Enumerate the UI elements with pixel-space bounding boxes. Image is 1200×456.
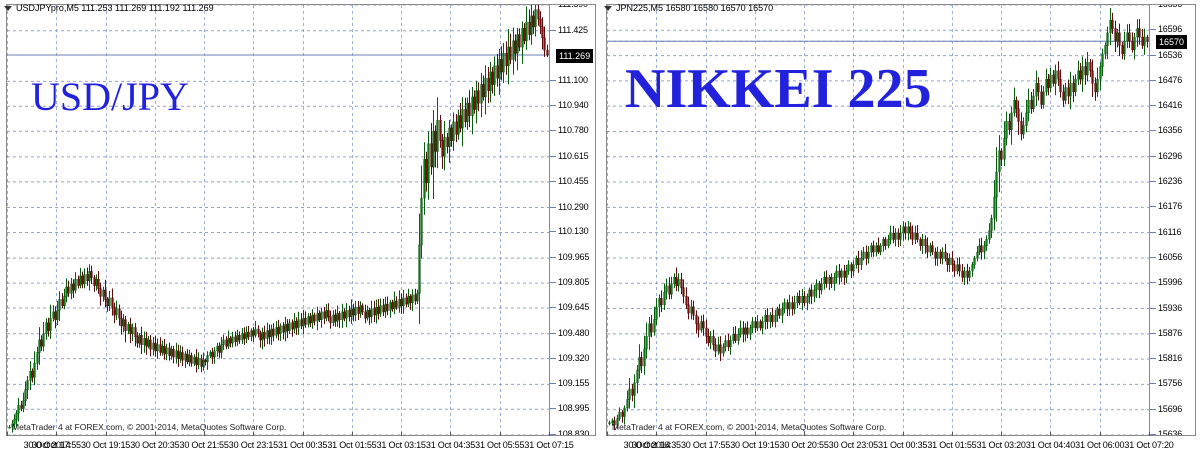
chart-header-label: USDJPYpro,M5 111.253 111.269 111.192 111… (16, 3, 214, 13)
time-tick (56, 432, 58, 436)
chart-frame-jpn225: 16656 16596 16570 16536 16476 16416 16356 16296… (606, 4, 1196, 436)
time-tick (351, 432, 353, 436)
time-tick-label: 30 Oct 17:55 (680, 440, 731, 450)
price-axis-usdjpy[interactable]: 111.590 111.425 111.269 111.100 110.940 110.7… (549, 5, 595, 435)
time-tick-label: 31 Oct 05:55 (475, 440, 525, 450)
time-tick-label: 31 Oct 03:20 (976, 440, 1026, 450)
time-tick (853, 432, 855, 436)
chart-plot-area-usdjpy[interactable] (7, 5, 549, 435)
time-tick-label: 31 Oct 07:20 (1124, 440, 1174, 450)
time-tick (204, 432, 206, 436)
time-tick-label: 31 Oct 01:55 (927, 440, 977, 450)
time-tick-label: 31 Oct 04:40 (1025, 440, 1076, 450)
time-tick-label: 30 Oct 23:15 (228, 440, 278, 450)
time-tick-label: 30 Oct 19:15 (730, 440, 780, 450)
time-tick (951, 432, 953, 436)
time-tick (1050, 432, 1052, 436)
time-tick (253, 432, 255, 436)
time-tick-label: 30 Oct 17:55 (31, 440, 81, 450)
time-tick-label: 31 Oct 06:00 (1075, 440, 1125, 450)
chart-plot-area-jpn225[interactable] (607, 5, 1149, 435)
time-tick-label: 31 Oct 07:15 (524, 440, 574, 450)
chart-header-jpn225[interactable]: JPN225,M5 16580 16580 16570 16570 (604, 3, 773, 13)
chart-panel-usdjpy[interactable]: USDJPYpro,M5 111.253 111.269 111.192 111… (0, 0, 600, 456)
time-tick (1001, 432, 1003, 436)
time-tick (7, 432, 8, 436)
chart-header-usdjpy[interactable]: USDJPYpro,M5 111.253 111.269 111.192 111… (4, 3, 214, 13)
chevron-down-icon[interactable] (604, 5, 612, 11)
time-tick-label: 30 Oct 2014 (623, 440, 671, 450)
time-tick (902, 432, 904, 436)
copyright-notice: MetaTrader 4 at FOREX.com, © 2001-2014, … (12, 422, 287, 432)
chart-frame-usdjpy: 111.590 111.425 111.269 111.100 110.940 110.7… (6, 4, 596, 436)
watermark-usdjpy: USD/JPY (31, 74, 189, 119)
time-tick-label: 30 Oct 19:15 (80, 440, 131, 450)
time-tick (105, 432, 107, 436)
time-tick (499, 432, 501, 436)
time-tick-label: 30 Oct 20:35 (130, 440, 180, 450)
time-tick (154, 432, 156, 436)
chart-header-label: JPN225,M5 16580 16580 16570 16570 (616, 3, 774, 13)
current-price-label: 111.269 (556, 49, 594, 63)
time-tick (656, 432, 658, 436)
time-tick (549, 432, 550, 436)
time-tick-label: 30 Oct 2014 (23, 440, 71, 450)
copyright-notice: MetaTrader 4 at FOREX.com, © 2001-2014, … (612, 422, 887, 432)
current-price-label: 16570 (1156, 35, 1188, 50)
time-tick (1149, 432, 1150, 436)
chevron-down-icon[interactable] (4, 5, 12, 11)
time-tick-label: 31 Oct 00:35 (278, 440, 328, 450)
watermark-nikkei225: NIKKEI 225 (625, 58, 932, 120)
time-tick (804, 432, 806, 436)
time-axis-usdjpy[interactable]: 30 Oct 2014 30 Oct 17:55 30 Oct 19:15 30 Oc… (6, 432, 596, 456)
time-tick (302, 432, 304, 436)
time-tick-label: 31 Oct 04:35 (425, 440, 476, 450)
time-tick (754, 432, 756, 436)
time-tick-label: 31 Oct 03:15 (376, 440, 426, 450)
time-tick (450, 432, 452, 436)
time-tick-label: 30 Oct 20:55 (779, 440, 829, 450)
time-tick (401, 432, 403, 436)
time-tick-label: 31 Oct 01:55 (327, 440, 377, 450)
time-tick-label: 30 Oct 21:55 (179, 440, 229, 450)
time-tick (705, 432, 707, 436)
price-axis-jpn225[interactable]: 16656 16596 16570 16536 16476 16416 16356 16296… (1149, 5, 1195, 435)
chart-panel-jpn225[interactable]: JPN225,M5 16580 16580 16570 16570 16656 1… (600, 0, 1200, 456)
time-tick-label: 30 Oct 23:05 (828, 440, 878, 450)
time-tick (1099, 432, 1101, 436)
time-tick-label: 31 Oct 00:35 (878, 440, 928, 450)
time-tick-label: 30 Oct 16:35 (631, 440, 681, 450)
time-axis-jpn225[interactable]: 30 Oct 2014 30 Oct 16:35 30 Oct 17:55 30 Oc… (606, 432, 1196, 456)
time-tick (607, 432, 608, 436)
